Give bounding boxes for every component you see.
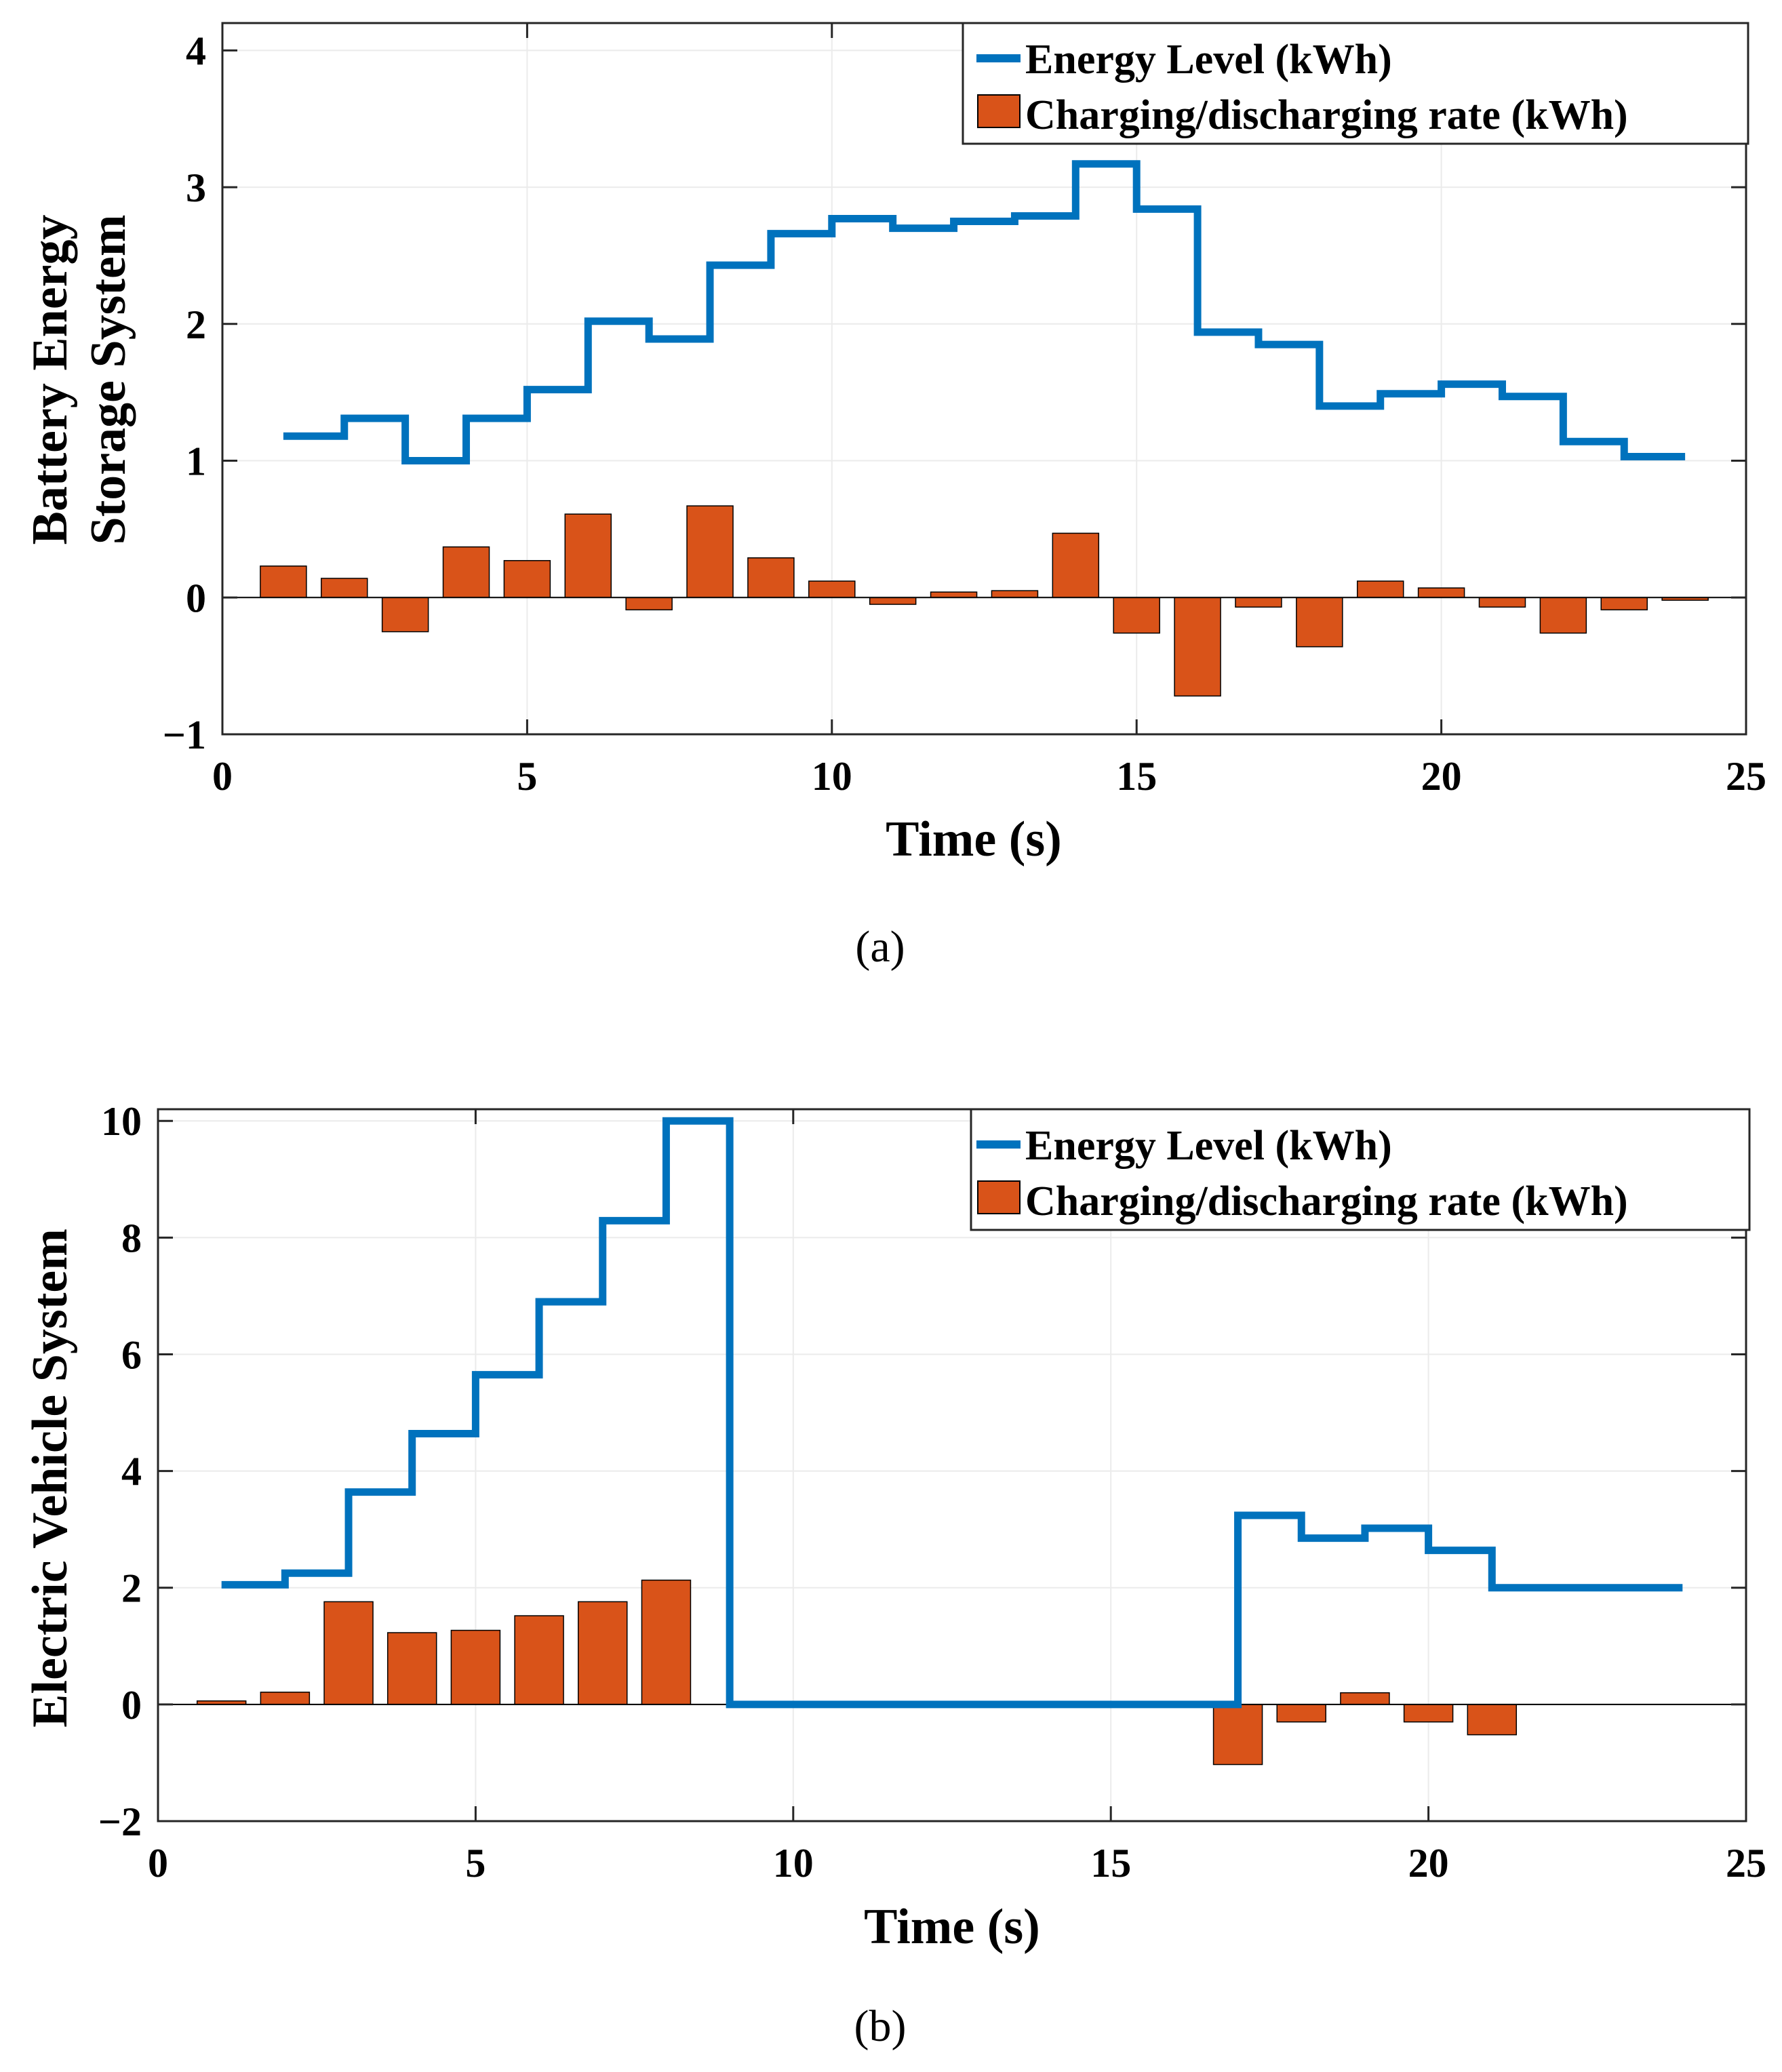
rate-bar [514, 1615, 564, 1705]
y-tick-label: 2 [121, 1566, 142, 1611]
legend-entry-energy: Energy Level (kWh) [1025, 1123, 1392, 1169]
y-tick-label: 6 [121, 1332, 142, 1377]
rate-bar [1467, 1704, 1518, 1736]
x-tick-label: 25 [1726, 1841, 1766, 1886]
x-axis-label: Time (s) [886, 812, 1062, 867]
x-tick-label: 15 [1116, 754, 1157, 799]
x-tick-label: 15 [1090, 1841, 1131, 1886]
rate-bar [869, 597, 917, 605]
x-tick-label: 10 [812, 754, 852, 799]
rate-bar [578, 1601, 628, 1705]
rate-bar [1235, 597, 1282, 608]
rate-bars [196, 1579, 1518, 1766]
rate-bar [686, 505, 734, 599]
rate-bar [625, 597, 673, 611]
legend: Energy Level (kWh) Charging/discharging … [970, 1108, 1751, 1231]
y-tick-label: 3 [186, 165, 206, 210]
rate-bars [260, 505, 1709, 697]
legend: Energy Level (kWh) Charging/discharging … [962, 22, 1749, 145]
x-tick-label: 25 [1726, 754, 1766, 799]
rate-bar [387, 1632, 437, 1705]
panel-label-b: (b) [854, 2001, 907, 2051]
rate-bar [808, 580, 856, 599]
rate-bar [260, 1692, 311, 1705]
legend-entry-rate: Charging/discharging rate (kWh) [1025, 92, 1628, 138]
rate-bar [747, 557, 795, 599]
rate-bar [641, 1579, 692, 1705]
x-tick-label: 5 [517, 754, 537, 799]
rate-bar [503, 560, 551, 599]
rate-bar [321, 578, 368, 599]
x-tick-label: 0 [212, 754, 233, 799]
y-tick-label: 0 [186, 576, 206, 620]
y-tick-labels: −2 0 2 4 6 8 10 [98, 1099, 142, 1844]
x-tick-label: 0 [148, 1841, 168, 1886]
rate-bar [442, 546, 490, 599]
rate-bar [1478, 597, 1526, 608]
y-tick-label: 4 [121, 1450, 142, 1494]
rate-bar [323, 1601, 374, 1705]
y-tick-label: 2 [186, 302, 206, 347]
y-tick-label: 1 [186, 439, 206, 484]
legend-box [962, 22, 1749, 145]
rate-bar [1539, 597, 1587, 634]
y-tick-label: −2 [98, 1799, 142, 1844]
rate-bar [1340, 1692, 1390, 1705]
x-tick-label: 20 [1408, 1841, 1449, 1886]
y-axis-label-line1: Battery Energy [22, 214, 78, 544]
rate-bar [1276, 1704, 1326, 1723]
rate-bar [1356, 580, 1404, 599]
legend-entry-rate: Charging/discharging rate (kWh) [1025, 1178, 1628, 1224]
rate-bar [1212, 1704, 1263, 1766]
legend-bar-swatch [977, 94, 1021, 128]
legend-box [970, 1108, 1751, 1231]
plot-frame [157, 1108, 1747, 1822]
rate-bar [381, 597, 429, 633]
x-axis-label: Time (s) [864, 1899, 1040, 1955]
rate-bar [1417, 587, 1465, 599]
rate-bar [1403, 1704, 1454, 1723]
tick-marks [157, 1109, 1747, 1822]
legend-entry-energy: Energy Level (kWh) [1025, 37, 1392, 83]
y-tick-label: 10 [101, 1099, 142, 1144]
panel-label-a: (a) [855, 922, 905, 972]
rate-bar [260, 565, 307, 599]
x-tick-labels: 0 5 10 15 20 25 [148, 1841, 1766, 1886]
y-tick-labels: −1 0 1 2 3 4 [163, 28, 206, 757]
x-tick-labels: 0 5 10 15 20 25 [212, 754, 1766, 799]
y-tick-label: 8 [121, 1216, 142, 1260]
y-tick-label: 4 [186, 28, 206, 73]
rate-bar [564, 513, 612, 599]
rate-bar [1113, 597, 1160, 634]
rate-bar [1052, 532, 1100, 599]
energy-level-line [221, 1117, 1683, 1709]
x-tick-label: 5 [465, 1841, 486, 1886]
y-tick-label: 0 [121, 1683, 142, 1728]
rate-bar [991, 590, 1039, 599]
rate-bar [1600, 597, 1648, 611]
legend-bar-swatch [977, 1180, 1021, 1214]
y-axis-label: Electric Vehicle System [22, 1229, 78, 1728]
rate-bar [450, 1629, 501, 1705]
x-tick-label: 20 [1421, 754, 1462, 799]
rate-bar [1296, 597, 1343, 648]
y-axis-label-line2: Storage System [81, 214, 136, 544]
energy-level-line [283, 160, 1686, 465]
rate-bar [930, 591, 978, 599]
x-tick-label: 10 [773, 1841, 814, 1886]
y-tick-label: −1 [163, 713, 206, 757]
rate-bar [1174, 597, 1221, 697]
